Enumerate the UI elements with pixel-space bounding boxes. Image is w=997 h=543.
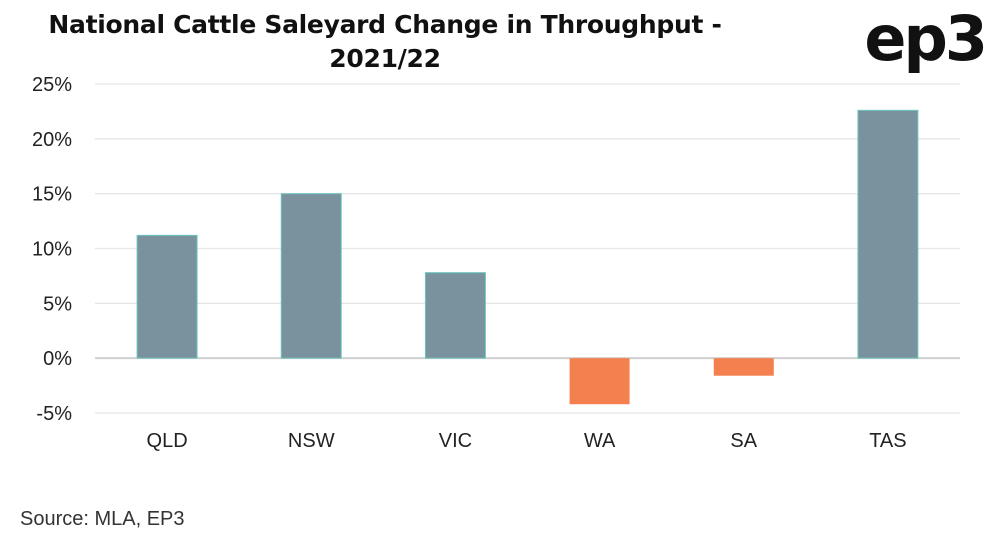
x-tick-label: QLD xyxy=(147,430,188,452)
x-tick-label: WA xyxy=(584,430,616,452)
chart-title-line1: National Cattle Saleyard Change in Throu… xyxy=(48,10,722,39)
x-tick-label: TAS xyxy=(869,430,906,452)
y-axis-ticks: -5% 0% 5% 10% 15% 20% 25% xyxy=(32,74,72,425)
y-tick-label: 15% xyxy=(32,184,72,206)
x-tick-label: SA xyxy=(730,430,757,452)
source-note: Source: MLA, EP3 xyxy=(20,508,185,530)
grid-lines xyxy=(95,83,960,414)
y-tick-label: 10% xyxy=(32,239,72,261)
ep3-logo: ep3 xyxy=(864,2,988,75)
x-tick-label: NSW xyxy=(288,430,335,452)
bar-tas xyxy=(857,109,919,359)
x-axis-ticks: QLD NSW VIC WA SA TAS xyxy=(147,430,907,452)
chart-title: National Cattle Saleyard Change in Throu… xyxy=(10,8,760,76)
x-tick-label: VIC xyxy=(439,430,472,452)
y-tick-label: -5% xyxy=(36,403,72,425)
bar-nsw xyxy=(280,193,342,359)
bar-vic xyxy=(424,272,486,359)
y-tick-label: 20% xyxy=(32,129,72,151)
bars xyxy=(136,109,919,405)
y-tick-label: 25% xyxy=(32,74,72,96)
y-tick-label: 0% xyxy=(43,348,72,370)
y-tick-label: 5% xyxy=(43,293,72,315)
chart-title-line2: 2021/22 xyxy=(329,44,441,73)
bar-qld xyxy=(136,234,198,359)
bar-sa xyxy=(713,358,774,376)
bar-wa xyxy=(569,358,630,405)
